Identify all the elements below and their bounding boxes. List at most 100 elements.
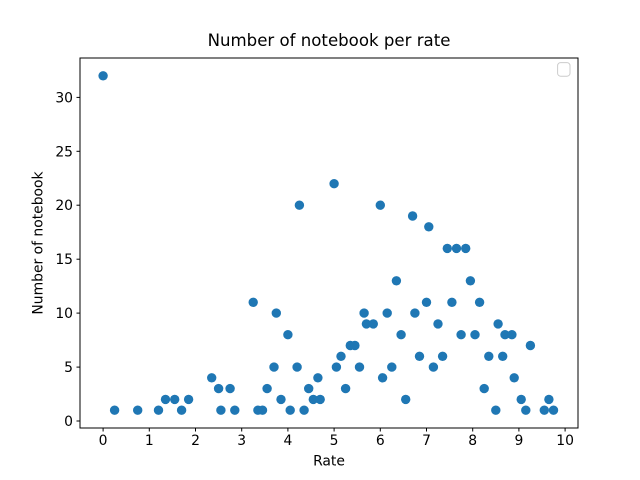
x-tick-label: 5: [330, 433, 339, 449]
data-point: [271, 308, 281, 318]
x-tick-label: 4: [283, 433, 292, 449]
x-tick-label: 9: [514, 433, 523, 449]
data-point: [507, 330, 517, 340]
data-point: [516, 394, 526, 405]
data-point: [213, 383, 224, 394]
data-point: [414, 351, 425, 361]
data-point: [447, 297, 457, 307]
data-point: [377, 373, 388, 383]
data-point: [451, 243, 462, 254]
data-point: [207, 373, 217, 383]
data-point: [484, 351, 494, 361]
chart-title: Number of notebook per rate: [208, 31, 451, 50]
x-tick-label: 8: [468, 433, 477, 449]
data-point: [544, 394, 554, 405]
x-tick-label: 0: [99, 433, 108, 449]
data-point: [283, 330, 293, 340]
data-point: [479, 383, 489, 394]
data-point: [465, 276, 476, 286]
y-tick-label: 0: [64, 414, 73, 430]
x-tick-label: 2: [191, 433, 200, 449]
data-point: [354, 362, 365, 372]
data-point: [428, 362, 439, 372]
x-tick-label: 6: [376, 433, 385, 449]
legend-box: [557, 62, 571, 77]
data-point: [437, 351, 448, 361]
data-point: [407, 211, 418, 221]
y-tick-label: 25: [55, 144, 73, 160]
data-point: [548, 405, 559, 415]
data-point: [315, 394, 325, 405]
y-tick-label: 30: [55, 90, 73, 106]
data-point: [285, 405, 295, 415]
data-point: [308, 394, 318, 405]
data-point: [509, 373, 519, 383]
data-point: [456, 330, 466, 340]
data-point: [176, 405, 187, 415]
data-point: [491, 405, 501, 415]
data-point: [410, 308, 420, 318]
data-point: [109, 405, 120, 415]
data-point: [160, 394, 171, 405]
y-tick-label: 10: [55, 306, 73, 322]
data-point: [359, 308, 369, 318]
data-point: [500, 330, 510, 340]
y-tick-label: 5: [64, 360, 73, 376]
data-point: [304, 383, 314, 394]
data-point: [521, 405, 531, 415]
data-point: [331, 362, 342, 372]
data-point: [493, 319, 503, 329]
data-point: [313, 373, 323, 383]
x-tick-label: 7: [422, 433, 431, 449]
data-point: [216, 405, 226, 415]
data-point: [225, 383, 235, 394]
data-point: [391, 276, 402, 286]
y-tick-label: 15: [55, 252, 73, 268]
data-point: [498, 351, 508, 361]
data-point: [525, 340, 536, 351]
data-point: [262, 383, 272, 394]
data-point: [387, 362, 397, 372]
data-point: [98, 71, 108, 81]
data-point: [269, 362, 279, 372]
chart-layer: 0 1 2 3 4 5 6 7 8 9 10 0 5 10 15 20 25 30: [55, 57, 579, 449]
data-point: [183, 394, 194, 405]
data-point: [474, 297, 485, 307]
data-point: [292, 362, 302, 372]
data-point: [375, 200, 385, 210]
data-point: [230, 405, 240, 415]
data-point: [340, 383, 351, 394]
data-point: [336, 351, 346, 361]
data-point: [329, 179, 339, 189]
data-point: [133, 405, 143, 415]
data-point: [294, 200, 305, 210]
data-point: [257, 405, 268, 415]
data-point: [396, 330, 406, 340]
data-point: [442, 243, 452, 254]
data-point: [433, 319, 443, 329]
axes-frame: [79, 57, 579, 429]
y-axis-label: Number of notebook: [31, 171, 47, 314]
data-point: [470, 330, 480, 340]
data-point: [350, 340, 360, 351]
data-point: [421, 297, 432, 307]
data-point: [401, 394, 411, 405]
data-point: [170, 394, 180, 405]
data-point: [276, 394, 286, 405]
data-point: [368, 319, 378, 329]
data-point: [361, 319, 372, 329]
x-tick-label: 3: [237, 433, 246, 449]
data-point: [382, 308, 392, 318]
x-axis-label: Rate: [313, 454, 345, 470]
data-point: [539, 405, 549, 415]
y-tick-label: 20: [55, 198, 73, 214]
x-tick-label: 1: [145, 433, 154, 449]
data-point: [424, 222, 434, 232]
data-point: [248, 297, 258, 307]
data-point: [461, 243, 471, 254]
data-point: [299, 405, 309, 415]
data-point: [153, 405, 164, 415]
x-tick-label: 10: [556, 433, 574, 449]
